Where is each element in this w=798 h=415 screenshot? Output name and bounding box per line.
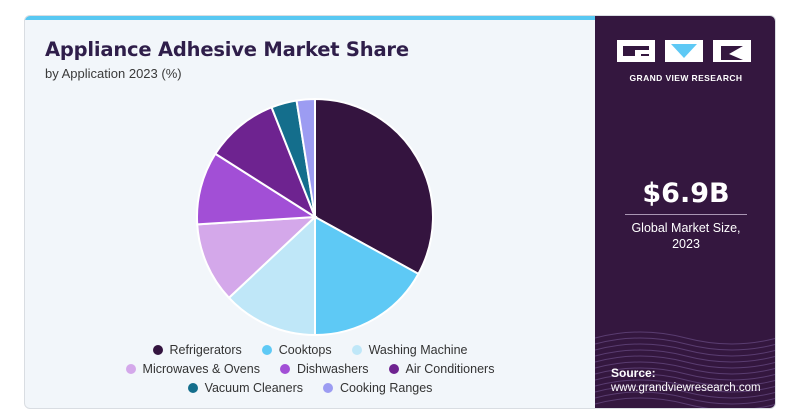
pie-slice-refrigerators — [314, 97, 434, 276]
stat-divider — [625, 214, 747, 215]
legend-item-air-conditioners: Air Conditioners — [388, 362, 495, 376]
legend-swatch — [261, 345, 272, 355]
legend-row-1: Refrigerators Cooktops Washing Machine — [25, 343, 595, 357]
legend-item-microwaves-ovens: Microwaves & Ovens — [125, 362, 260, 376]
legend-item-dishwashers: Dishwashers — [279, 362, 369, 376]
accent-bar — [25, 16, 595, 20]
gvr-logo-icon — [617, 40, 751, 62]
legend-item-cooking-ranges: Cooking Ranges — [323, 381, 432, 395]
market-size-label-line1: Global Market Size, — [631, 221, 741, 235]
market-size-value: $6.9B — [642, 178, 730, 209]
legend-item-refrigerators: Refrigerators — [152, 343, 242, 357]
legend-swatch — [279, 364, 290, 374]
legend-swatch — [125, 364, 136, 374]
legend-row-3: Vacuum Cleaners Cooking Ranges — [25, 381, 595, 395]
legend-row-2: Microwaves & Ovens Dishwashers Air Condi… — [25, 362, 595, 376]
legend-label: Dishwashers — [296, 362, 369, 376]
wave-pattern-icon — [595, 331, 775, 408]
pie-slice-cooktops — [314, 215, 420, 337]
legend-label: Refrigerators — [169, 343, 242, 357]
chart-title: Appliance Adhesive Market Share — [45, 38, 409, 61]
legend-item-cooktops: Cooktops — [261, 343, 332, 357]
legend-label: Air Conditioners — [405, 362, 495, 376]
pie-slice-cooking-ranges — [295, 97, 316, 218]
pie-slice-washing-machine — [227, 214, 316, 337]
source-url[interactable]: www.grandviewresearch.com — [611, 382, 761, 394]
market-size-label: Global Market Size, 2023 — [595, 220, 775, 252]
legend-label: Vacuum Cleaners — [204, 381, 303, 395]
legend-swatch — [187, 383, 198, 393]
source-label: Source: — [611, 366, 656, 380]
pie-chart — [196, 97, 434, 337]
chart-subtitle: by Application 2023 (%) — [45, 66, 182, 81]
legend-swatch — [152, 345, 163, 355]
legend-swatch — [351, 345, 362, 355]
legend-label: Cooking Ranges — [340, 381, 433, 395]
side-panel: GRAND VIEW RESEARCH $6.9B Global Market … — [595, 16, 775, 408]
legend-swatch — [323, 383, 333, 393]
pie-slice-microwaves-ovens — [196, 215, 318, 300]
legend-item-vacuum-cleaners: Vacuum Cleaners — [187, 381, 303, 395]
legend-item-washing-machine: Washing Machine — [351, 343, 468, 357]
market-size-label-line2: 2023 — [672, 237, 700, 251]
chart-card: Appliance Adhesive Market Share by Appli… — [24, 15, 776, 409]
legend-label: Washing Machine — [368, 343, 468, 357]
pie-slice-air-conditioners — [213, 105, 318, 220]
legend-label: Microwaves & Ovens — [142, 362, 260, 376]
pie-slice-dishwashers — [196, 152, 319, 226]
legend-swatch — [388, 364, 399, 374]
brand-name: GRAND VIEW RESEARCH — [629, 73, 743, 83]
legend-label: Cooktops — [278, 343, 332, 357]
